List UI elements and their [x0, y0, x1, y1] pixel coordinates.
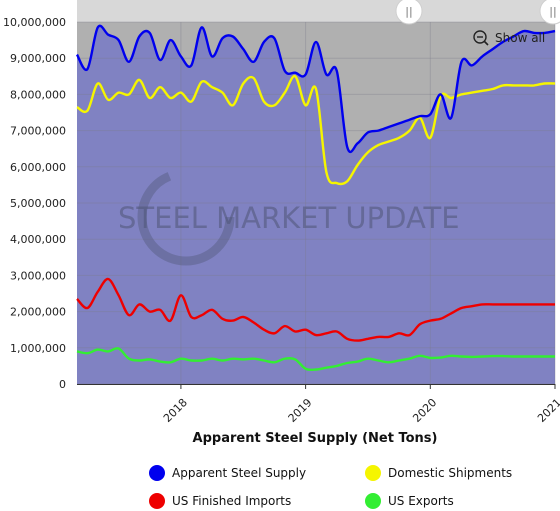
range-handle-left[interactable]: || — [395, 0, 423, 25]
range-handle-right-glyph: || — [549, 5, 556, 18]
legend-marker — [149, 493, 165, 509]
y-axis: 0 1,000,000 2,000,000 3,000,000 4,000,000 5,0… — [3, 16, 66, 391]
legend-marker — [149, 465, 165, 481]
legend-marker — [365, 465, 381, 481]
show-all-label: Show all — [495, 31, 545, 45]
x-tick-label: 2021 — [535, 396, 560, 425]
legend-item-apparent-steel-supply[interactable]: Apparent Steel Supply — [149, 465, 306, 481]
legend-item-domestic-shipments[interactable]: Domestic Shipments — [365, 465, 512, 481]
x-tick-label: 2020 — [410, 396, 439, 425]
y-tick-label: 7,000,000 — [10, 125, 66, 138]
y-tick-label: 3,000,000 — [10, 269, 66, 282]
y-tick-label: 8,000,000 — [10, 88, 66, 101]
show-all-button[interactable]: Show all — [473, 30, 545, 46]
x-axis-title: Apparent Steel Supply (Net Tons) — [193, 431, 438, 446]
series-line-us-exports — [76, 347, 555, 372]
legend-label: US Exports — [388, 494, 454, 508]
zoom-out-icon — [473, 30, 489, 46]
series-line-domestic-shipments — [76, 75, 556, 186]
watermark-text: STEEL MARKET UPDATE — [118, 201, 460, 235]
y-tick-label: 5,000,000 — [10, 197, 66, 210]
legend-item-us-exports[interactable]: US Exports — [365, 493, 454, 509]
range-handle-right[interactable]: || — [539, 0, 560, 25]
legend-marker — [365, 493, 381, 509]
legend: Apparent Steel Supply Domestic Shipments… — [149, 465, 512, 509]
series-layer — [75, 24, 556, 372]
y-tick-label: 1,000,000 — [10, 342, 66, 355]
series-line-us-finished-imports — [76, 277, 555, 342]
navigator-band — [77, 0, 555, 22]
x-tick-label: 2019 — [286, 396, 315, 425]
y-tick-label: 6,000,000 — [10, 161, 66, 174]
range-handle-left-glyph: || — [405, 5, 412, 18]
legend-label: Apparent Steel Supply — [172, 466, 306, 480]
y-tick-label: 0 — [59, 378, 66, 391]
watermark: STEEL MARKET UPDATE — [118, 168, 460, 266]
watermark-logo-arc — [137, 168, 235, 266]
y-tick-label: 9,000,000 — [10, 52, 66, 65]
series-line-apparent-steel-supply — [75, 24, 556, 153]
legend-label: Domestic Shipments — [388, 466, 512, 480]
legend-label: US Finished Imports — [172, 494, 291, 508]
y-tick-label: 2,000,000 — [10, 306, 66, 319]
y-tick-label: 10,000,000 — [3, 16, 66, 29]
x-axis: 2018 2019 2020 2021 — [161, 384, 560, 425]
x-tick-label: 2018 — [161, 396, 190, 425]
y-tick-label: 4,000,000 — [10, 233, 66, 246]
legend-item-us-finished-imports[interactable]: US Finished Imports — [149, 493, 291, 509]
